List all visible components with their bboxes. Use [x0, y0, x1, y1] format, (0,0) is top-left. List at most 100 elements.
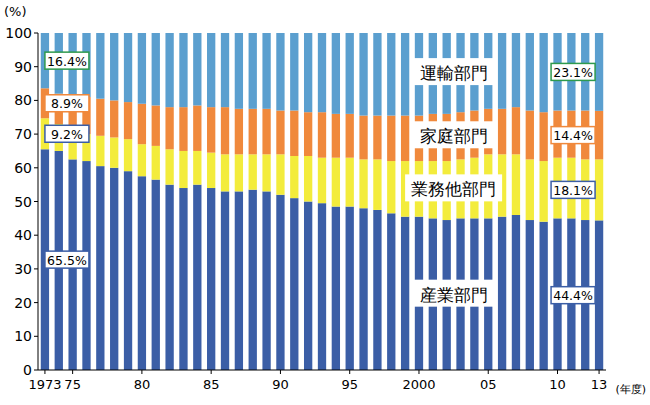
x-tick — [488, 370, 489, 374]
bar-segment — [235, 154, 243, 191]
x-tick — [557, 370, 558, 374]
bar-segment — [235, 33, 243, 109]
x-tick — [599, 370, 600, 374]
bar-segment — [124, 171, 132, 370]
bar-segment — [373, 116, 381, 160]
y-tick — [34, 33, 38, 34]
x-tick — [72, 370, 73, 374]
bar-segment — [526, 111, 534, 160]
bar-segment — [332, 33, 340, 114]
bar-segment — [540, 222, 548, 370]
y-tick — [34, 235, 38, 236]
series-label: 家庭部門 — [420, 126, 488, 146]
bar-segment — [318, 203, 326, 370]
y-tick — [34, 336, 38, 337]
y-tick-label: 20 — [14, 295, 32, 311]
x-tick-label: 13 — [591, 377, 608, 392]
y-tick — [34, 370, 38, 371]
bar-segment — [387, 161, 395, 213]
bar-segment — [110, 33, 118, 100]
bar-segment — [221, 107, 229, 154]
bar-segment — [152, 146, 160, 180]
bar-segment — [193, 151, 201, 185]
bar-segment — [540, 33, 548, 112]
x-tick-label: 95 — [341, 377, 358, 392]
y-tick-label: 60 — [14, 160, 32, 176]
bar-segment — [290, 156, 298, 198]
bar-segment — [249, 154, 257, 189]
bar-segment — [304, 33, 312, 112]
data-label-box — [551, 181, 595, 198]
bar-segment — [359, 33, 367, 116]
bar-segment — [401, 217, 409, 370]
bar-segment — [165, 107, 173, 149]
bar-segment — [526, 220, 534, 370]
data-label: 65.5% — [47, 253, 87, 268]
bar-segment — [290, 33, 298, 111]
bar-segment — [387, 33, 395, 116]
bar-segment — [540, 161, 548, 222]
y-axis-label: (%) — [4, 4, 27, 19]
bar-segment — [179, 33, 187, 107]
bar-segment — [512, 107, 520, 154]
bar-segment — [332, 207, 340, 370]
bar-segment — [96, 33, 104, 99]
data-label-box — [45, 52, 89, 69]
data-label: 9.2% — [51, 127, 83, 142]
bar-segment — [498, 109, 506, 154]
bar-segment — [152, 105, 160, 145]
bar-segment — [346, 33, 354, 114]
bar-segment — [373, 210, 381, 370]
x-tick-label: 90 — [272, 377, 289, 392]
bar-segment — [193, 33, 201, 105]
data-label: 16.4% — [47, 54, 87, 69]
bar-segment — [165, 185, 173, 370]
bar-segment — [512, 215, 520, 370]
bar-segment — [276, 195, 284, 370]
bar-segment — [249, 109, 257, 154]
data-label-box — [45, 95, 89, 112]
series-label-box — [414, 58, 494, 85]
bar-segment — [124, 102, 132, 139]
bar-segment — [110, 168, 118, 370]
x-tick — [141, 370, 142, 374]
data-label-box — [551, 287, 595, 304]
x-tick — [349, 370, 350, 374]
bar-segment — [152, 33, 160, 105]
bar-segment — [373, 159, 381, 210]
data-label-box — [45, 125, 89, 142]
bar-segment — [498, 217, 506, 370]
bar-segment — [207, 33, 215, 107]
bar-segment — [346, 158, 354, 207]
bar-segment — [526, 159, 534, 220]
series-label: 運輸部門 — [420, 63, 488, 83]
bar-segment — [96, 136, 104, 166]
x-tick-label: 1973 — [28, 377, 61, 392]
bar-segment — [262, 33, 270, 109]
y-tick — [34, 268, 38, 269]
y-tick-label: 30 — [14, 261, 32, 277]
bar-segment — [262, 191, 270, 370]
bar-segment — [276, 33, 284, 111]
bar-segment — [387, 116, 395, 161]
x-tick-label: 05 — [480, 377, 497, 392]
x-tick — [211, 370, 212, 374]
x-axis-label: (年度) — [615, 383, 646, 396]
bar-segment — [110, 137, 118, 167]
bar-segment — [207, 107, 215, 152]
data-label-box — [551, 63, 595, 80]
bar-segment — [249, 190, 257, 370]
data-label-box — [551, 127, 595, 144]
bar-segment — [207, 153, 215, 188]
x-tick-label: 80 — [134, 377, 151, 392]
x-tick — [44, 370, 45, 374]
bar-segment — [332, 114, 340, 158]
data-label: 14.4% — [553, 128, 593, 143]
bar-segment — [96, 99, 104, 136]
chart: 0102030405060708090100197375808590952000… — [0, 0, 650, 405]
y-tick — [34, 302, 38, 303]
bar-segment — [262, 109, 270, 154]
data-label: 23.1% — [553, 65, 593, 80]
x-tick — [280, 370, 281, 374]
bar-segment — [304, 202, 312, 371]
